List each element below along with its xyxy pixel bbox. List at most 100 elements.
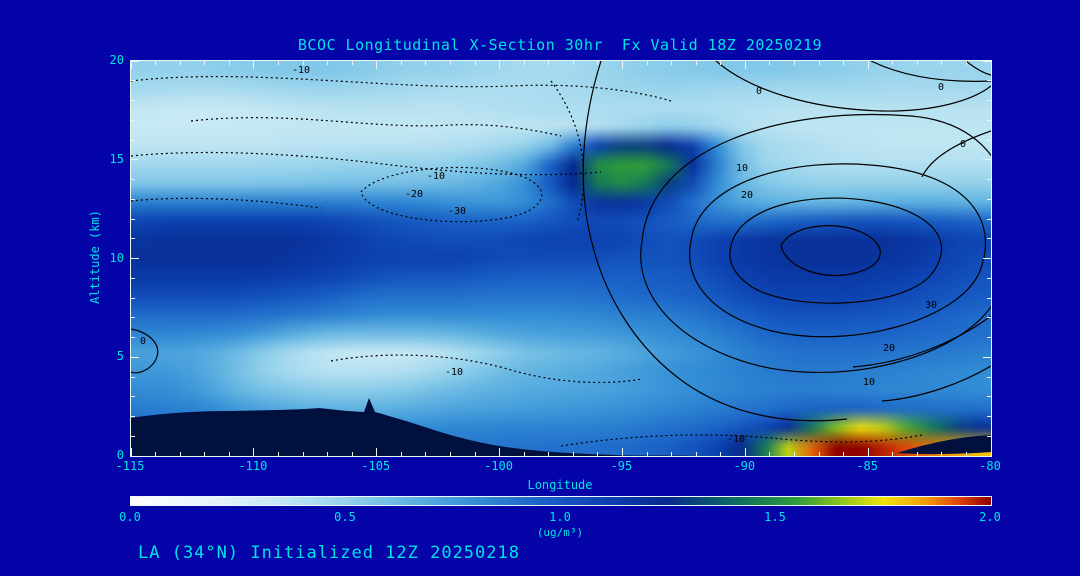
x-axis-tick xyxy=(867,448,869,456)
y-axis-tick xyxy=(983,455,991,456)
x-axis-tick xyxy=(843,452,845,456)
x-axis-tick xyxy=(474,452,476,456)
y-axis-tick xyxy=(131,198,135,200)
colorbar-unit-label: (ug/m³) xyxy=(536,526,584,539)
x-axis-tick xyxy=(695,452,697,456)
contour-line-solid xyxy=(921,130,991,178)
x-axis-tick xyxy=(400,61,402,65)
contour-line-dashed xyxy=(560,434,923,447)
x-axis-tick xyxy=(720,61,722,65)
x-axis-tick xyxy=(769,452,771,456)
contour-value-label: 20 xyxy=(740,190,754,201)
x-axis-tick xyxy=(351,61,353,65)
x-axis-tick xyxy=(327,452,329,456)
x-axis-tick xyxy=(916,452,918,456)
colorbar-tick-label: 1.0 xyxy=(549,510,571,524)
contour-value-label: -10 xyxy=(444,367,464,378)
x-axis-tick xyxy=(597,452,599,456)
contour-line-solid xyxy=(729,197,942,304)
y-tick-label: 20 xyxy=(109,53,124,67)
x-tick-label: -115 xyxy=(115,459,145,473)
y-axis-tick xyxy=(131,218,135,220)
contour-value-label: 10 xyxy=(862,377,876,388)
contour-line-solid xyxy=(780,225,881,277)
x-axis-tick xyxy=(990,448,991,456)
contour-line-solid xyxy=(852,315,991,368)
y-tick-label: 10 xyxy=(109,250,124,265)
contour-value-label: -10 xyxy=(291,65,311,76)
x-axis-tick xyxy=(204,61,206,65)
x-axis-tick xyxy=(695,61,697,65)
contour-value-label: 0 xyxy=(937,82,945,93)
x-axis-tick xyxy=(449,61,451,65)
y-axis-tick xyxy=(131,376,135,378)
x-axis-tick xyxy=(965,452,967,456)
y-axis-tick xyxy=(987,435,991,437)
y-axis-tick xyxy=(131,297,135,299)
y-axis-tick xyxy=(131,119,135,121)
y-axis-tick xyxy=(987,80,991,82)
y-axis-tick xyxy=(131,416,135,417)
x-axis-tick xyxy=(228,61,230,65)
contour-line-dashed xyxy=(330,354,643,384)
y-axis-tick xyxy=(987,100,991,101)
x-axis-tick xyxy=(277,452,279,456)
contour-line-solid xyxy=(881,365,991,402)
chart-title: BCOC Longitudinal X-Section 30hr Fx Vali… xyxy=(297,36,823,54)
x-axis-tick xyxy=(155,61,157,65)
x-axis-tick xyxy=(523,61,525,65)
x-axis-tick xyxy=(646,61,648,65)
contour-value-label: 0 xyxy=(755,86,763,97)
terrain-silhouette xyxy=(131,398,697,456)
plot-area: -10 -10 -20 -30 -10 -10 0 0 0 0 10 20 30 20 10 xyxy=(130,60,992,457)
x-axis-tick xyxy=(400,452,402,456)
terrain-silhouette xyxy=(897,435,991,455)
x-axis-tick xyxy=(941,452,943,456)
x-axis-tick xyxy=(425,452,427,456)
contour-line-dashed xyxy=(131,151,602,176)
x-axis-tick xyxy=(548,452,550,456)
x-axis-tick xyxy=(376,448,378,456)
y-axis-tick xyxy=(983,159,991,161)
contour-value-label: -10 xyxy=(726,434,746,445)
contour-value-label: 0 xyxy=(959,139,967,150)
y-axis-tick xyxy=(131,80,135,82)
contour-value-label: 20 xyxy=(882,343,896,354)
contour-value-label: -30 xyxy=(447,206,467,217)
y-axis-tick xyxy=(987,376,991,378)
y-tick-label: 0 xyxy=(116,448,124,462)
x-axis-tick xyxy=(941,61,943,65)
y-axis-tick xyxy=(987,396,991,398)
y-axis-tick xyxy=(987,238,991,240)
y-axis-tick xyxy=(131,139,135,141)
y-axis-tick xyxy=(987,218,991,220)
y-axis-title: Altitude (km) xyxy=(88,210,102,304)
concentration-field-heatmap xyxy=(131,61,991,456)
contour-line-solid xyxy=(689,163,987,338)
colorbar-tick-label: 1.5 xyxy=(764,510,786,524)
x-axis-tick xyxy=(572,452,574,456)
x-axis-tick xyxy=(155,452,157,456)
x-axis-tick xyxy=(646,452,648,456)
x-axis-tick xyxy=(204,452,206,456)
contour-line-solid xyxy=(715,61,991,112)
x-axis-tick xyxy=(253,61,255,69)
x-axis-tick xyxy=(843,61,845,65)
y-axis-tick xyxy=(983,258,991,259)
contour-value-label: -10 xyxy=(426,171,446,182)
x-axis-tick xyxy=(572,61,574,65)
x-tick-label: -95 xyxy=(610,459,633,473)
y-axis-tick xyxy=(987,198,991,200)
x-axis-tick xyxy=(253,448,255,456)
y-axis-tick xyxy=(131,277,135,279)
x-axis-tick xyxy=(621,61,623,69)
contour-line-dashed xyxy=(131,197,322,209)
contour-line-dashed xyxy=(360,166,543,223)
y-axis-tick xyxy=(131,100,135,101)
y-axis-tick xyxy=(131,238,135,240)
y-axis-tick xyxy=(131,159,139,161)
y-axis-tick xyxy=(987,317,991,319)
contour-value-label: -20 xyxy=(404,189,424,200)
x-axis-tick xyxy=(425,61,427,65)
